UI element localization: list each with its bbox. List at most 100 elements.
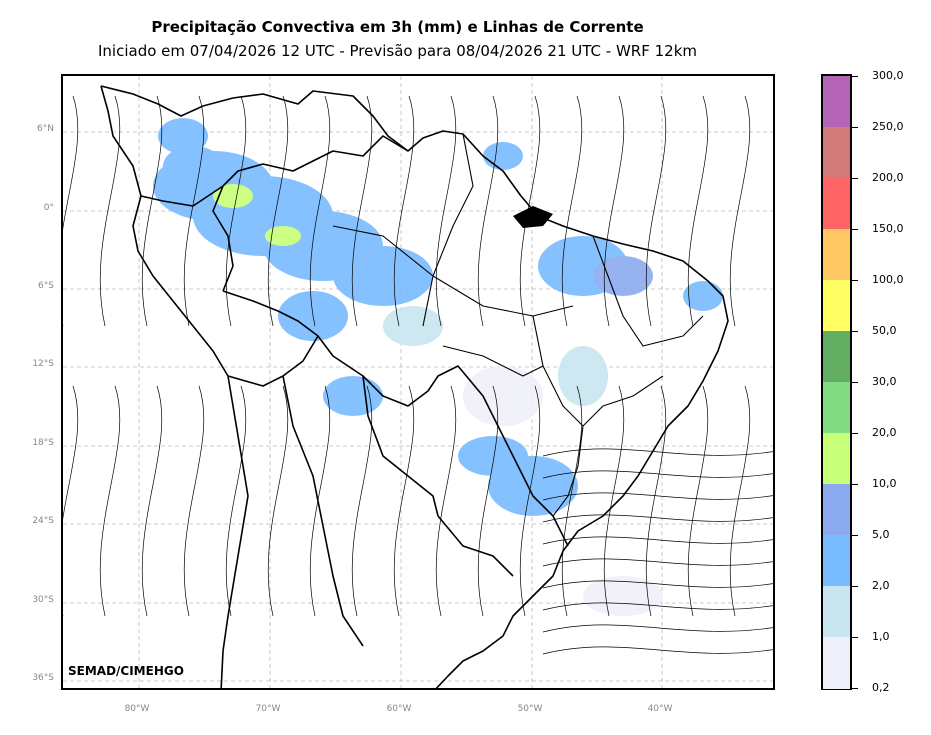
colorbar-segment bbox=[823, 127, 850, 179]
streamline bbox=[309, 95, 331, 327]
colorbar-tick bbox=[852, 688, 858, 689]
map-panel bbox=[61, 74, 775, 690]
streamline bbox=[309, 385, 331, 617]
streamline bbox=[267, 95, 289, 327]
streamline bbox=[542, 558, 773, 567]
streamline bbox=[542, 470, 773, 479]
streamline bbox=[561, 385, 583, 617]
paraguay-border bbox=[362, 375, 439, 517]
colorbar-tick bbox=[852, 586, 858, 587]
lat-label: 18°S bbox=[32, 438, 54, 448]
uruguay-border bbox=[437, 515, 514, 577]
streamline bbox=[63, 385, 79, 616]
streamline bbox=[393, 95, 415, 327]
lat-label: 6°S bbox=[38, 281, 54, 291]
streamline bbox=[351, 95, 373, 327]
colorbar bbox=[821, 74, 852, 690]
brazil-border bbox=[222, 290, 569, 547]
colorbar-label: 10,0 bbox=[872, 477, 897, 490]
lat-label: 0° bbox=[43, 203, 54, 213]
colorbar-tick bbox=[852, 178, 858, 179]
colorbar-tick bbox=[852, 76, 858, 77]
streamline bbox=[141, 385, 163, 617]
lat-label: 12°S bbox=[32, 359, 54, 369]
colorbar-label: 50,0 bbox=[872, 324, 897, 337]
colorbar-tick bbox=[852, 229, 858, 230]
states-border-4 bbox=[552, 425, 584, 517]
streamline bbox=[519, 95, 541, 327]
streamline bbox=[393, 385, 415, 617]
map-title: Precipitação Convectiva em 3h (mm) e Lin… bbox=[151, 18, 644, 36]
lon-label: 50°W bbox=[517, 704, 543, 714]
amazon-delta bbox=[513, 206, 553, 228]
country-borders bbox=[100, 85, 729, 688]
colorbar-label: 5,0 bbox=[872, 528, 890, 541]
streamline bbox=[99, 95, 121, 327]
colorbar-tick bbox=[852, 637, 858, 638]
colorbar-segment bbox=[823, 637, 850, 689]
streamline bbox=[729, 95, 751, 327]
streamline bbox=[542, 448, 773, 457]
streamline bbox=[561, 95, 583, 327]
colorbar-label: 300,0 bbox=[872, 69, 904, 82]
south-america-west-coast bbox=[100, 85, 249, 688]
streamline bbox=[477, 95, 499, 327]
states-border-2 bbox=[332, 225, 574, 317]
lat-label: 6°N bbox=[37, 124, 54, 134]
streamline bbox=[141, 95, 163, 327]
precip-blob bbox=[158, 118, 208, 154]
precip-blob bbox=[483, 142, 523, 170]
streamline bbox=[351, 385, 373, 617]
streamline bbox=[183, 95, 205, 327]
argentina-border bbox=[282, 375, 364, 647]
colorbar-segment bbox=[823, 535, 850, 587]
streamline bbox=[687, 95, 709, 327]
colorbar-tick bbox=[852, 382, 858, 383]
streamline bbox=[687, 385, 709, 617]
colorbar-segment bbox=[823, 229, 850, 281]
lon-label: 60°W bbox=[386, 704, 412, 714]
colorbar-tick bbox=[852, 433, 858, 434]
lat-label: 36°S bbox=[32, 673, 54, 683]
streamline bbox=[267, 385, 289, 617]
precip-blob bbox=[683, 281, 723, 311]
colorbar-segment bbox=[823, 484, 850, 536]
colorbar-tick bbox=[852, 535, 858, 536]
precip-blob bbox=[593, 256, 653, 296]
streamline bbox=[542, 624, 773, 633]
colorbar-label: 1,0 bbox=[872, 630, 890, 643]
colorbar-segment bbox=[823, 76, 850, 128]
streamline bbox=[729, 385, 751, 617]
streamline bbox=[435, 95, 457, 327]
colorbar-segment bbox=[823, 586, 850, 638]
south-america-coastline bbox=[100, 85, 729, 688]
states-border-5 bbox=[592, 235, 704, 347]
precip-blob bbox=[265, 226, 301, 246]
states-border-1 bbox=[422, 133, 474, 327]
colorbar-segment bbox=[823, 280, 850, 332]
lat-label: 24°S bbox=[32, 516, 54, 526]
colorbar-segment bbox=[823, 433, 850, 485]
streamline bbox=[603, 95, 625, 327]
colorbar-label: 250,0 bbox=[872, 120, 904, 133]
precip-blob bbox=[458, 436, 528, 476]
precip-blob bbox=[558, 346, 608, 406]
colorbar-label: 150,0 bbox=[872, 222, 904, 235]
precip-blob bbox=[323, 376, 383, 416]
streamline bbox=[542, 514, 773, 523]
colorbar-label: 2,0 bbox=[872, 579, 890, 592]
streamline bbox=[542, 646, 773, 655]
brazil-north-border bbox=[212, 135, 409, 292]
states-border-6 bbox=[442, 345, 544, 377]
precipitation-field bbox=[153, 118, 723, 616]
colorbar-segment bbox=[823, 382, 850, 434]
colorbar-tick bbox=[852, 280, 858, 281]
streamline bbox=[63, 95, 79, 326]
lon-label: 40°W bbox=[647, 704, 673, 714]
precip-blob bbox=[333, 246, 433, 306]
streamline bbox=[477, 385, 499, 617]
colorbar-label: 200,0 bbox=[872, 171, 904, 184]
streamline bbox=[435, 385, 457, 617]
precip-blob bbox=[583, 576, 663, 616]
credit-label: SEMAD/CIMEHGO bbox=[68, 664, 184, 678]
